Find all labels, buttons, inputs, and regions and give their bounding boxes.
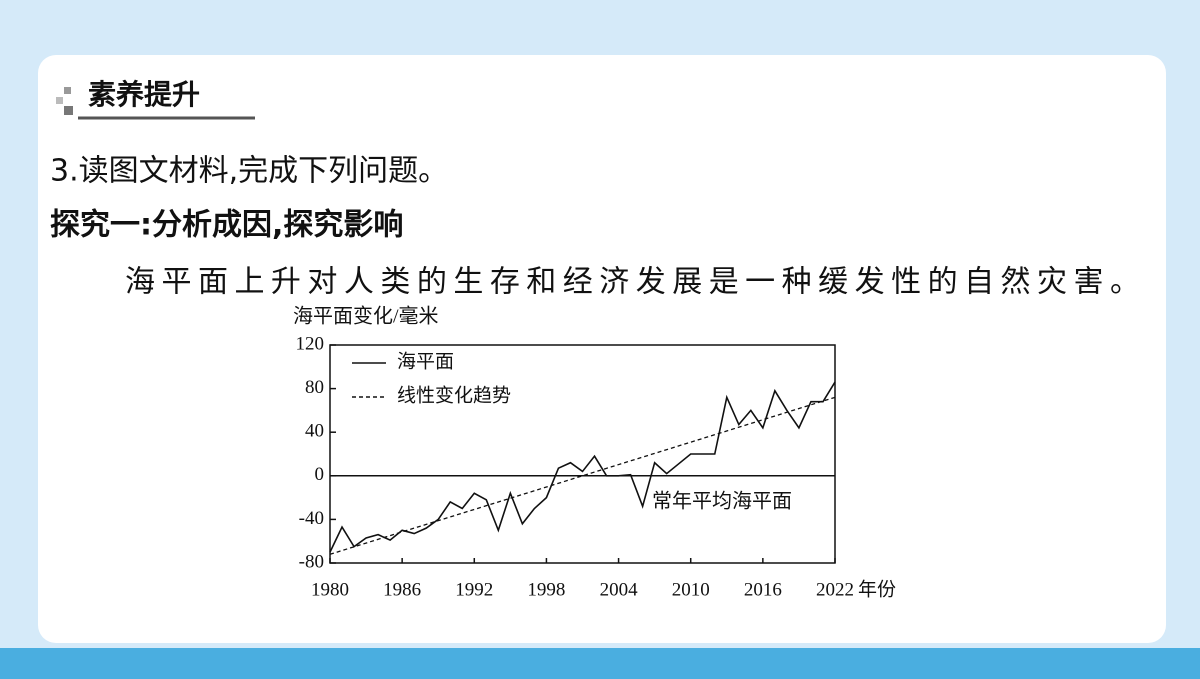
chart: 海平面变化/毫米 常年平均海平面 -80 -40 0 40 80 120 1980 1986 1… xyxy=(293,305,896,601)
x-tick-label: 2010 xyxy=(672,579,710,600)
x-tick-label: 2004 xyxy=(600,579,639,600)
deco xyxy=(64,87,71,94)
deco xyxy=(64,106,73,115)
y-tick-label: 40 xyxy=(305,421,324,442)
x-tick-label: 2022 xyxy=(816,579,854,600)
deco xyxy=(56,97,63,104)
x-tick-label: 1998 xyxy=(527,579,565,600)
x-tick-label: 1992 xyxy=(455,579,493,600)
x-tick-label: 1986 xyxy=(383,579,421,600)
legend-label: 海平面 xyxy=(397,350,454,372)
y-axis-label: 海平面变化/毫米 xyxy=(293,305,439,328)
y-tick-label: 80 xyxy=(305,377,324,398)
plot-frame xyxy=(329,344,836,564)
x-tick-label: 1980 xyxy=(311,579,349,600)
bottom-band xyxy=(0,648,1200,679)
legend-label: 线性变化趋势 xyxy=(397,384,511,406)
y-tick-label: -40 xyxy=(299,508,324,529)
y-tick-label: 0 xyxy=(315,464,325,485)
panel xyxy=(38,55,1166,643)
x-tick-label: 2016 xyxy=(744,579,782,600)
header-title: 素养提升 xyxy=(88,78,200,111)
series-line xyxy=(329,381,836,553)
annotation: 常年平均海平面 xyxy=(652,490,792,513)
subheading: 探究一:分析成因,探究影响 xyxy=(50,208,403,243)
y-tick-label: -80 xyxy=(299,551,324,572)
y-tick-label: 120 xyxy=(296,333,325,354)
question: 3.读图文材料,完成下列问题。 xyxy=(50,154,448,189)
x-axis-label: 年份 xyxy=(858,578,896,600)
